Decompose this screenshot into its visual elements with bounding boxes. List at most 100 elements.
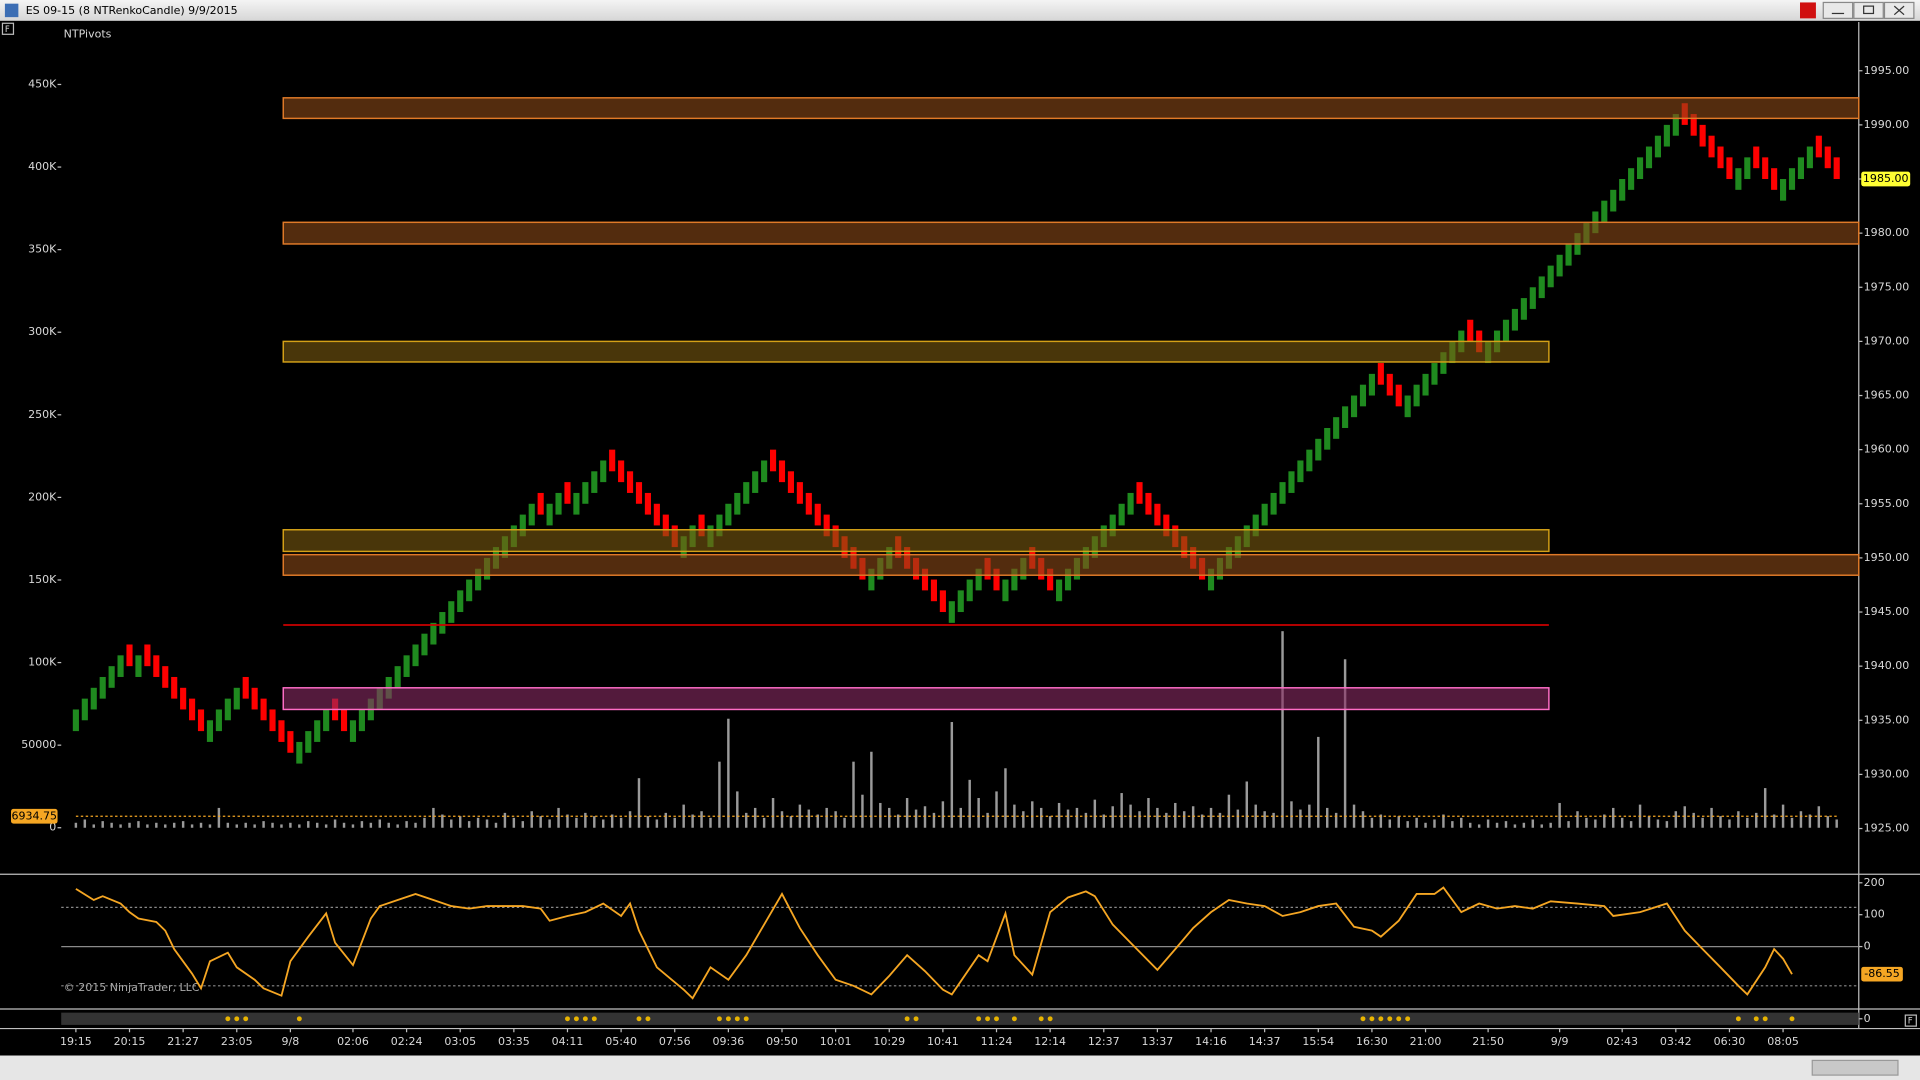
renko-candle [180, 687, 187, 710]
renko-candle [1422, 373, 1429, 396]
renko-candle [1467, 319, 1474, 342]
volume-bar [1835, 819, 1838, 828]
volume-bar [1647, 816, 1651, 828]
volume-bar [1290, 801, 1293, 828]
volume-bar [1549, 822, 1552, 828]
x-tick-label: 09:36 [712, 1035, 744, 1048]
volume-bar [1218, 812, 1222, 828]
x-tick-label: 07:56 [659, 1035, 691, 1048]
renko-candle [412, 644, 419, 667]
renko-candle [1011, 568, 1018, 591]
volume-bar [1424, 822, 1427, 828]
pivot-band [282, 529, 1550, 553]
y-tick-label: 1960.00 [1864, 443, 1910, 456]
renko-candle [457, 590, 464, 613]
volume-bar [1397, 816, 1400, 828]
last-price-label: 1985.00 [1863, 172, 1909, 185]
alert-button[interactable] [1800, 2, 1816, 19]
panel-menu-glyph: F [1908, 1017, 1913, 1027]
volume-bar [1451, 821, 1454, 828]
signal-dot [1038, 1016, 1044, 1022]
renko-candle [1064, 568, 1072, 591]
volume-bar [155, 822, 158, 828]
volume-bar [521, 821, 525, 828]
y-tick-label: 200 [1864, 876, 1885, 889]
renko-candle [1047, 568, 1054, 591]
restore-button[interactable] [1853, 1, 1884, 19]
x-tick-label: 02:06 [337, 1035, 369, 1048]
volume-bar [110, 822, 113, 828]
volume-bar [1156, 807, 1159, 828]
renko-candle [421, 633, 428, 656]
pivot-band [282, 687, 1550, 711]
renko-candle [698, 514, 705, 537]
renko-candle [1270, 492, 1277, 515]
volume-bar [1558, 802, 1561, 828]
renko-candle [117, 655, 124, 677]
volume-bar [602, 819, 605, 828]
volume-bar [610, 814, 614, 828]
signal-dot [1047, 1016, 1053, 1022]
volume-bar [923, 806, 927, 828]
panel-menu-button[interactable] [1, 22, 15, 35]
renko-candle [394, 666, 401, 688]
signal-dot [1369, 1016, 1375, 1022]
y-tick-label: 1990.00 [1864, 118, 1910, 131]
volume-bar [1433, 819, 1436, 828]
panel-menu-button[interactable] [1904, 1014, 1917, 1027]
renko-candle [1708, 135, 1715, 158]
renko-candle [1324, 427, 1331, 450]
renko-candle [1735, 168, 1742, 190]
oscillator-value-label: -86.55 [1864, 967, 1900, 980]
indicator-title: NTPivots [64, 27, 112, 40]
window-title: ES 09-15 (8 NTRenkoCandle) 9/9/2015 [26, 4, 238, 17]
volume-bar [539, 816, 542, 828]
renko-candle [805, 492, 812, 515]
volume-bar [485, 819, 489, 828]
volume-bar [1120, 793, 1123, 828]
volume-bar [172, 822, 176, 828]
volume-bar [450, 819, 453, 828]
renko-candle [475, 568, 482, 591]
volume-bar [914, 809, 918, 828]
renko-candle [546, 503, 553, 526]
signal-dot [1405, 1016, 1411, 1022]
signal-dot [225, 1016, 231, 1022]
renko-candle [162, 666, 169, 688]
volume-bar [1031, 801, 1034, 828]
scrollbar-thumb[interactable] [1811, 1059, 1899, 1076]
signal-dot [1753, 1016, 1759, 1022]
renko-candle [1744, 157, 1751, 180]
renko-candle [1359, 384, 1367, 407]
x-tick-label: 02:24 [391, 1035, 423, 1048]
renko-candle [448, 601, 455, 623]
renko-candle [135, 655, 142, 677]
volume-bar [1594, 819, 1597, 828]
renko-candle [296, 741, 303, 764]
renko-candle [957, 590, 964, 613]
copyright: © 2015 NinjaTrader, LLC [64, 981, 200, 994]
volume-bar [1272, 812, 1275, 828]
signal-dot [645, 1016, 651, 1022]
pivot-band [282, 340, 1550, 363]
y-tick-label: 1970.00 [1864, 334, 1910, 347]
renko-candle [1663, 124, 1670, 147]
volume-bar [387, 822, 390, 828]
renko-candle [1806, 146, 1813, 169]
volume-bar [780, 811, 784, 828]
volume-bar [503, 812, 507, 828]
signal-dot [994, 1016, 999, 1022]
oscillator-line [75, 886, 1793, 1000]
volume-bar [369, 822, 373, 828]
volume-bar [441, 814, 444, 828]
renko-candle [716, 514, 723, 537]
minimize-button[interactable] [1822, 1, 1854, 19]
x-tick-label: 14:16 [1195, 1035, 1227, 1048]
volume-bar [1746, 817, 1749, 828]
close-glyph [1893, 5, 1905, 16]
volume-bar [1066, 809, 1070, 828]
y-tick-label: 1975.00 [1864, 280, 1910, 293]
renko-candle [1207, 568, 1215, 591]
volume-bar [1370, 817, 1374, 828]
app-icon [4, 3, 19, 18]
